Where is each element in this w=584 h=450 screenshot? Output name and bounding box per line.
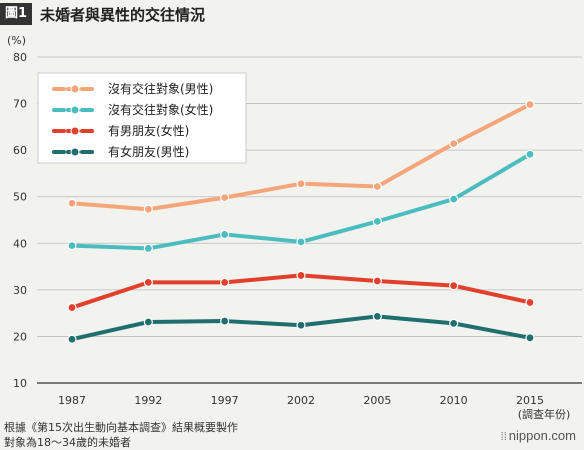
series-line-2	[70, 152, 532, 251]
brand-name: nippon.com	[508, 428, 576, 443]
data-point	[449, 139, 459, 149]
data-point	[372, 181, 382, 192]
x-tick-label: 1992	[134, 394, 162, 407]
data-point	[143, 204, 153, 214]
line-chart: 10 20 30 40 50 60 70 80 (%) 1987 1992 1997 2002 2005 2…	[7, 34, 582, 420]
y-tick-label: 20	[13, 330, 27, 343]
legend-label: 沒有交往對象(女性)	[108, 102, 213, 117]
legend-label: 有女朋友(男性)	[108, 144, 189, 159]
x-tick-label: 1987	[58, 394, 86, 407]
chart-header: 圖1 未婚者與異性的交往情況	[0, 0, 584, 28]
brand-logo: ⁞⁞ nippon.com	[501, 428, 576, 443]
source-note: 根據《第15次出生動向基本調查》結果概要製作 對象為18～34歲的未婚者	[4, 420, 238, 450]
x-axis-unit-label: (調查年份)	[518, 407, 571, 420]
data-point	[67, 241, 77, 251]
y-tick-label: 10	[13, 377, 27, 390]
data-point	[220, 277, 230, 288]
data-point	[220, 316, 230, 326]
data-point	[525, 333, 535, 343]
data-point	[449, 281, 459, 291]
x-tick-label: 2002	[287, 394, 315, 407]
series-layer	[67, 99, 535, 344]
legend: 沒有交往對象(男性) 沒有交往對象(女性) 有男朋友(女性) 有女朋友(男性)	[37, 72, 247, 164]
data-point	[296, 320, 306, 330]
figure-badge: 圖1	[0, 3, 33, 25]
data-point	[143, 317, 153, 327]
data-point	[296, 270, 306, 281]
data-point	[372, 311, 382, 322]
y-tick-label: 80	[13, 51, 27, 64]
data-point	[525, 99, 535, 110]
x-tick-label: 2010	[440, 394, 468, 407]
source-line-2: 對象為18～34歲的未婚者	[4, 436, 131, 449]
data-point	[67, 198, 77, 208]
y-tick-label: 60	[13, 144, 27, 157]
data-point	[220, 229, 230, 240]
x-tick-label: 2015	[516, 394, 544, 407]
data-point	[372, 276, 382, 286]
legend-marker	[70, 126, 80, 136]
data-point	[67, 334, 77, 344]
data-point	[296, 179, 306, 189]
axis-layer: 10 20 30 40 50 60 70 80 (%) 1987 1992 1997 2002 2005 2…	[7, 34, 570, 420]
legend-marker	[70, 147, 80, 157]
chart-title: 未婚者與異性的交往情況	[40, 5, 206, 24]
data-point	[143, 277, 153, 288]
dots-icon: ⁞⁞	[500, 431, 507, 443]
legend-label: 沒有交往對象(男性)	[108, 81, 213, 96]
y-tick-label: 50	[13, 191, 27, 204]
y-tick-label: 30	[13, 284, 27, 297]
data-point	[220, 193, 230, 203]
data-point	[372, 216, 382, 226]
data-point	[449, 194, 459, 204]
data-point	[525, 297, 535, 308]
legend-marker	[70, 105, 80, 115]
x-tick-label: 1997	[211, 394, 239, 407]
y-axis-unit-label: (%)	[7, 34, 26, 47]
x-tick-label: 2005	[363, 394, 391, 407]
source-line-1: 根據《第15次出生動向基本調查》結果概要製作	[4, 421, 238, 434]
data-point	[525, 149, 535, 159]
data-point	[296, 237, 306, 247]
legend-marker	[70, 84, 80, 94]
data-point	[449, 318, 459, 328]
data-point	[143, 243, 153, 254]
y-tick-label: 40	[13, 237, 27, 250]
y-tick-label: 70	[13, 98, 27, 111]
series-line-3	[70, 273, 532, 310]
data-point	[67, 302, 77, 313]
legend-label: 有男朋友(女性)	[108, 123, 189, 138]
